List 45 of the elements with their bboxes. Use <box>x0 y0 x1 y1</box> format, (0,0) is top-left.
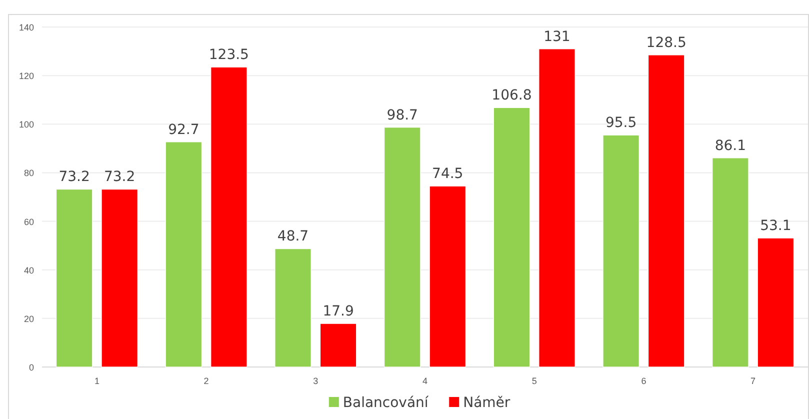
x-tick-label: 2 <box>204 376 209 386</box>
y-tick-label: 60 <box>24 216 34 227</box>
x-tick-label: 7 <box>750 376 756 386</box>
bar <box>648 54 685 368</box>
data-label: 92.7 <box>168 122 200 138</box>
bar <box>538 48 576 368</box>
x-tick-label: 4 <box>422 376 428 386</box>
bar <box>602 134 640 368</box>
data-label: 73.2 <box>104 169 136 186</box>
y-tick-label: 80 <box>24 168 34 178</box>
y-tick-label: 100 <box>18 120 34 130</box>
data-label: 106.8 <box>492 88 532 104</box>
y-tick-label: 0 <box>28 362 34 372</box>
x-tick-label: 6 <box>641 376 646 386</box>
x-tick-label: 5 <box>532 376 537 386</box>
data-label: 86.1 <box>714 138 746 154</box>
x-tick-label: 3 <box>313 376 318 386</box>
bar <box>274 248 312 368</box>
data-label: 131 <box>544 28 570 45</box>
data-label: 98.7 <box>386 107 418 124</box>
bar <box>493 107 530 368</box>
y-tick-label: 20 <box>24 314 34 324</box>
data-label: 73.2 <box>58 169 90 186</box>
legend-label: Náměr <box>463 395 510 411</box>
data-label: 53.1 <box>760 218 792 234</box>
y-tick-label: 140 <box>18 22 34 32</box>
data-label: 128.5 <box>646 34 686 51</box>
data-label: 123.5 <box>208 47 249 64</box>
data-label: 95.5 <box>605 115 637 132</box>
bar <box>101 188 138 368</box>
legend-label: Balancování <box>342 395 430 411</box>
bar <box>320 323 357 368</box>
data-label: 74.5 <box>432 166 464 182</box>
x-tick-label: 1 <box>94 376 100 386</box>
bar <box>56 188 93 368</box>
data-label: 48.7 <box>277 228 309 245</box>
bar <box>384 126 421 368</box>
y-tick-label: 120 <box>18 71 34 82</box>
bar <box>165 142 202 368</box>
y-tick-label: 40 <box>24 265 34 276</box>
bar <box>712 158 749 368</box>
bar <box>210 66 248 368</box>
bar <box>429 186 466 368</box>
data-label: 17.9 <box>322 304 354 320</box>
bar <box>757 238 794 368</box>
